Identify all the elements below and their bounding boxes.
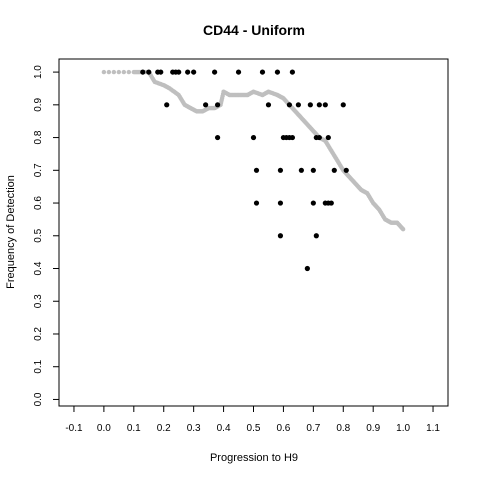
x-tick-label: 0.9 bbox=[366, 423, 380, 434]
x-tick-label: 0.6 bbox=[276, 423, 290, 434]
data-point bbox=[214, 134, 221, 141]
y-tick-label: 0.0 bbox=[33, 392, 44, 406]
y-axis: 0.0 0.1 0.2 0.3 0.4 0.5 0.6 0.7 0.8 0.9 1.0 bbox=[33, 65, 59, 406]
data-point bbox=[265, 102, 272, 108]
x-tick-label: 0.1 bbox=[127, 423, 141, 434]
data-point bbox=[185, 69, 191, 75]
y-tick-label: 0.9 bbox=[33, 97, 44, 111]
points-series bbox=[140, 69, 349, 272]
data-point bbox=[310, 200, 316, 206]
x-tick-label: 0.7 bbox=[306, 423, 320, 434]
data-point bbox=[203, 102, 209, 108]
data-point bbox=[250, 134, 257, 141]
y-axis-label: Frequency of Detection bbox=[5, 175, 17, 289]
y-tick-label: 1.0 bbox=[33, 65, 44, 79]
trend-mark bbox=[126, 69, 132, 75]
data-point bbox=[212, 69, 218, 75]
data-point bbox=[158, 69, 164, 75]
x-tick-label: -0.1 bbox=[65, 423, 83, 434]
data-point bbox=[316, 134, 322, 141]
data-point bbox=[274, 69, 281, 75]
data-point bbox=[289, 69, 295, 75]
trend-mark bbox=[106, 69, 112, 75]
data-point bbox=[295, 102, 301, 108]
data-point bbox=[164, 102, 170, 108]
y-tick-label: 0.3 bbox=[33, 294, 44, 308]
data-point bbox=[277, 200, 284, 206]
trend-mark bbox=[111, 69, 117, 75]
data-point bbox=[316, 102, 322, 108]
y-tick-label: 0.4 bbox=[33, 261, 44, 275]
data-point bbox=[322, 102, 328, 108]
y-tick-label: 0.1 bbox=[33, 359, 44, 373]
y-tick-label: 0.5 bbox=[33, 228, 44, 242]
x-tick-label: 0.4 bbox=[217, 423, 231, 434]
data-point bbox=[259, 69, 266, 75]
x-tick-label: 0.8 bbox=[336, 423, 350, 434]
data-point bbox=[340, 102, 346, 108]
data-point bbox=[277, 167, 284, 173]
x-axis-label: Progression to H9 bbox=[210, 452, 298, 464]
data-point bbox=[235, 69, 242, 75]
data-point bbox=[310, 167, 316, 173]
x-tick-label: 0.2 bbox=[157, 423, 171, 434]
data-point bbox=[277, 233, 284, 239]
data-point bbox=[146, 69, 152, 75]
data-point bbox=[253, 200, 260, 206]
trend-mark bbox=[116, 69, 122, 75]
data-point bbox=[313, 233, 319, 239]
x-tick-label: 0.0 bbox=[97, 423, 111, 434]
data-point bbox=[253, 167, 260, 173]
trend-mark bbox=[121, 69, 127, 75]
chart-title: CD44 - Uniform bbox=[203, 22, 305, 38]
data-point bbox=[325, 134, 331, 141]
y-tick-label: 0.2 bbox=[33, 327, 44, 341]
data-point bbox=[140, 69, 146, 75]
trend-series bbox=[101, 69, 406, 232]
x-tick-label: 0.3 bbox=[187, 423, 201, 434]
x-tick-label: 1.0 bbox=[396, 423, 410, 434]
y-tick-label: 0.7 bbox=[33, 163, 44, 177]
data-point bbox=[191, 69, 197, 75]
data-point bbox=[289, 134, 295, 141]
data-point bbox=[176, 69, 182, 75]
trend-mark bbox=[400, 227, 406, 232]
data-point bbox=[343, 167, 349, 173]
data-point bbox=[286, 102, 293, 108]
plot-frame bbox=[58, 58, 449, 407]
x-tick-label: 1.1 bbox=[426, 423, 440, 434]
data-point bbox=[331, 167, 337, 173]
y-tick-label: 0.6 bbox=[33, 196, 44, 210]
trend-mark bbox=[101, 69, 107, 75]
y-tick-label: 0.8 bbox=[33, 130, 44, 144]
data-point bbox=[328, 200, 334, 206]
data-point bbox=[214, 102, 221, 108]
data-point bbox=[304, 265, 310, 272]
data-point bbox=[298, 167, 304, 173]
data-point bbox=[307, 102, 313, 108]
x-tick-label: 0.5 bbox=[247, 423, 261, 434]
x-axis: -0.1 0.0 0.1 0.2 0.3 0.4 0.5 0.6 0.7 0.8 0.9 1.0 1.1 bbox=[65, 406, 440, 434]
